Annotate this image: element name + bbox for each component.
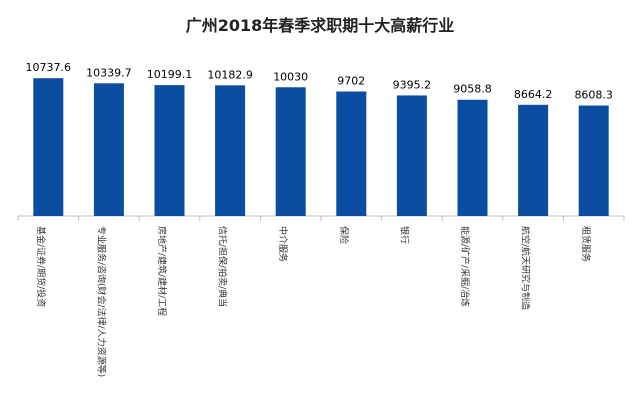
bar: [275, 87, 306, 216]
data-label: 10199.1: [147, 68, 193, 81]
data-label: 8664.2: [514, 88, 553, 101]
bar: [578, 105, 609, 216]
bar: [93, 83, 124, 216]
category-label: 房地产/建筑/建材/工程: [156, 226, 168, 316]
data-label: 10339.7: [86, 66, 132, 79]
data-label: 10030: [273, 70, 308, 83]
chart-title: 广州2018年春季求职期十大高薪行业: [185, 16, 455, 35]
data-label: 10182.9: [207, 68, 253, 81]
category-label: 能源/矿产/采掘/冶炼: [459, 226, 471, 307]
category-label: 保险: [338, 226, 350, 244]
category-label: 中介服务: [277, 226, 289, 262]
bar: [215, 85, 246, 216]
category-label: 专业服务/咨询(财会/法律/人力资源等): [95, 226, 107, 377]
data-label: 9058.8: [453, 83, 492, 96]
bar: [396, 95, 427, 216]
category-label: 租赁服务: [580, 226, 592, 262]
data-label: 10737.6: [26, 61, 72, 74]
data-label: 9395.2: [393, 78, 432, 91]
bar: [518, 104, 549, 216]
data-label: 9702: [337, 74, 365, 87]
category-label: 信托/担保/拍卖/典当: [217, 226, 229, 307]
data-label: 8608.3: [574, 89, 613, 102]
category-label: 航空/航天研究与制造: [520, 226, 532, 310]
category-label: 银行: [398, 226, 410, 244]
bar: [154, 85, 185, 217]
category-label: 基金/证券/期货/投资: [35, 226, 47, 307]
bar: [336, 91, 367, 216]
bar: [457, 99, 488, 216]
bar: [33, 78, 64, 216]
